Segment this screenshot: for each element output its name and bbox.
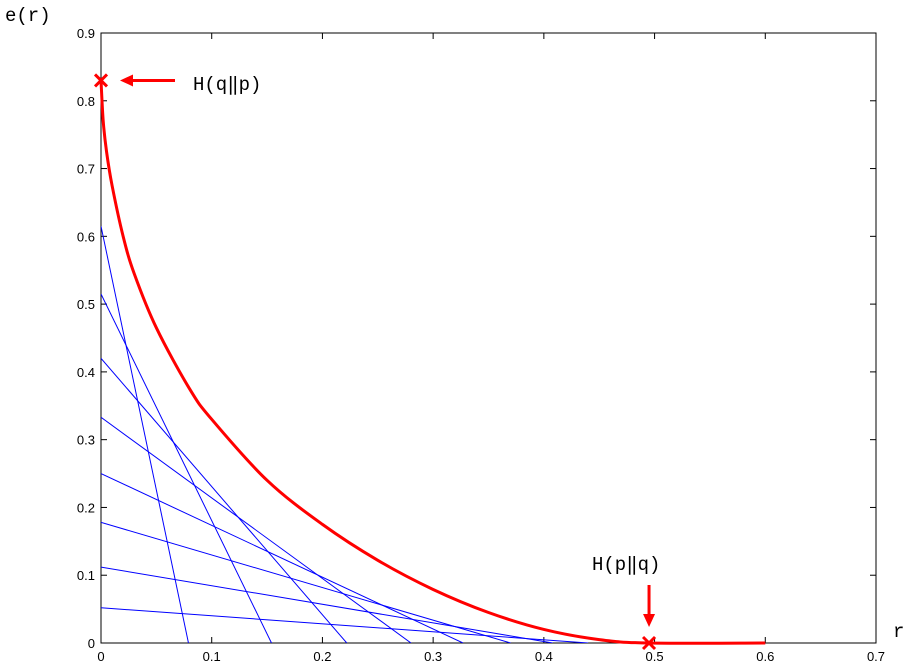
curve-series-0 <box>99 80 766 645</box>
tangent-lines <box>101 226 589 643</box>
y-tick-label-0: 0 <box>88 636 95 651</box>
x-tick-label-1: 0.1 <box>203 649 221 664</box>
tangent-line-5 <box>101 521 511 643</box>
y-tick-label-2: 0.2 <box>77 500 95 515</box>
curve-layer <box>99 80 766 645</box>
y-tick-label-6: 0.6 <box>77 229 95 244</box>
x-tick-label-7: 0.7 <box>867 649 885 664</box>
annotation-arrow-1 <box>643 585 656 627</box>
tangent-line-7 <box>101 607 589 643</box>
y-tick-label-4: 0.4 <box>77 365 95 380</box>
tangent-line-2 <box>101 358 348 643</box>
annotation-layer <box>93 73 657 651</box>
y-tick-label-3: 0.3 <box>77 433 95 448</box>
tangent-line-6 <box>101 566 553 643</box>
x-tick-label-5: 0.5 <box>646 649 664 664</box>
y-tick-label-8: 0.8 <box>77 94 95 109</box>
y-axis-title: e(r) <box>5 5 51 27</box>
annotation-arrow-0 <box>120 74 175 87</box>
axis-ticks <box>100 32 877 644</box>
y-tick-label-1: 0.1 <box>77 568 95 583</box>
annotation-label-hqp: H(q‖p) <box>193 74 261 96</box>
x-tick-label-0: 0 <box>97 649 104 664</box>
annotation-marker-1 <box>641 635 657 651</box>
x-tick-label-6: 0.6 <box>756 649 774 664</box>
tangent-line-3 <box>101 416 412 643</box>
x-tick-label-2: 0.2 <box>313 649 331 664</box>
axis-tick-labels: 0 0.1 0.2 0.3 0.4 0.5 0.6 0.7 0 0.1 0.2 0.3 0.4 0.5 0.… <box>77 26 885 664</box>
y-tick-label-7: 0.7 <box>77 162 95 177</box>
x-tick-label-4: 0.4 <box>535 649 553 664</box>
tangent-line-0 <box>101 226 189 643</box>
y-tick-label-5: 0.5 <box>77 297 95 312</box>
annotation-label-hpq: H(p‖q) <box>592 554 660 576</box>
x-axis-title: r <box>893 621 904 643</box>
x-tick-label-3: 0.3 <box>424 649 442 664</box>
tangent-line-4 <box>101 473 464 643</box>
y-tick-label-9: 0.9 <box>77 26 95 41</box>
plot-frame <box>100 32 877 644</box>
tangent-line-1 <box>101 293 272 643</box>
annotation-marker-0 <box>93 73 109 88</box>
